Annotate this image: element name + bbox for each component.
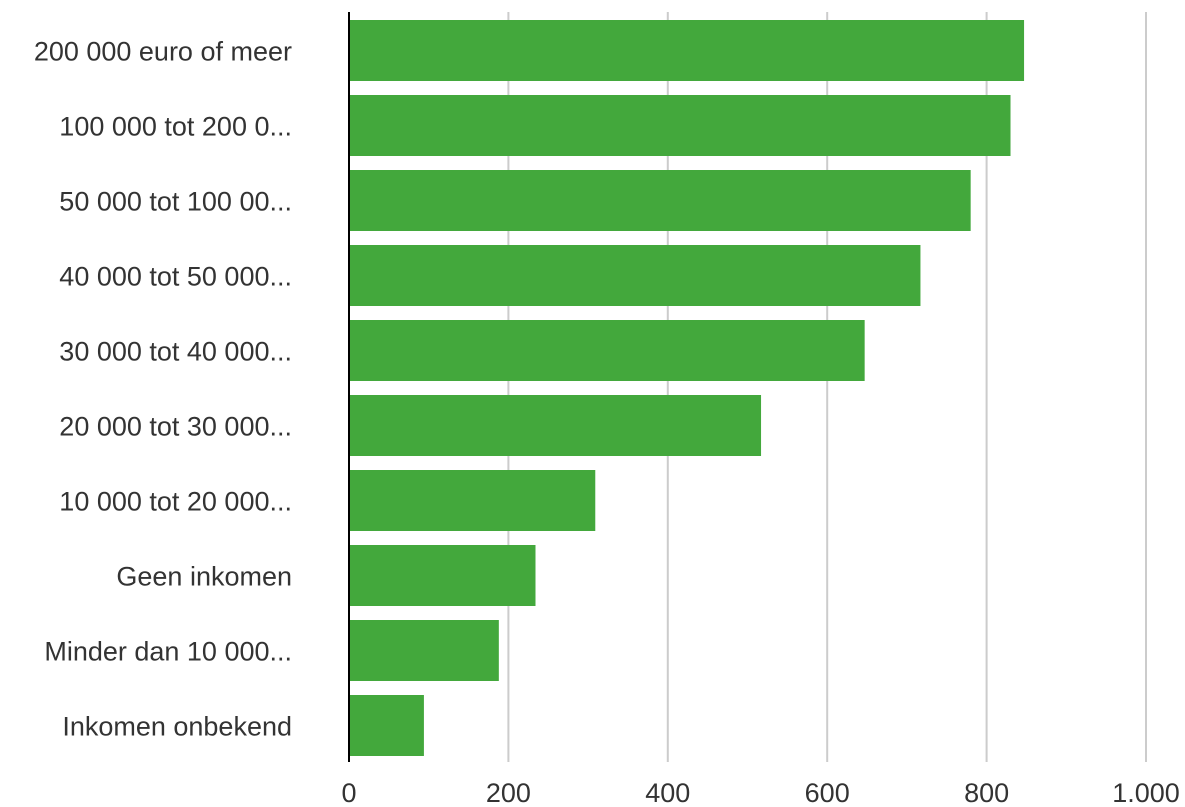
category-label: Minder dan 10 000... bbox=[44, 637, 292, 667]
bar bbox=[349, 395, 762, 456]
bar bbox=[349, 620, 499, 681]
x-tick-label: 1.000 bbox=[1112, 778, 1180, 807]
category-label: 200 000 euro of meer bbox=[34, 37, 292, 67]
bar bbox=[349, 545, 536, 606]
bar bbox=[349, 245, 921, 306]
bar bbox=[349, 20, 1025, 81]
category-label: 20 000 tot 30 000... bbox=[59, 412, 292, 442]
category-label: Inkomen onbekend bbox=[62, 712, 292, 742]
bar bbox=[349, 470, 596, 531]
category-label: Geen inkomen bbox=[116, 562, 292, 592]
bar bbox=[349, 320, 865, 381]
bar bbox=[349, 695, 424, 756]
x-tick-label: 400 bbox=[645, 778, 690, 807]
category-label: 100 000 tot 200 0... bbox=[59, 112, 292, 142]
category-label: 50 000 tot 100 00... bbox=[59, 187, 292, 217]
category-label: 40 000 tot 50 000... bbox=[59, 262, 292, 292]
x-tick-label: 200 bbox=[486, 778, 531, 807]
x-tick-label: 800 bbox=[964, 778, 1009, 807]
x-tick-label: 0 bbox=[341, 778, 356, 807]
x-axis-ticks: 0 200 400 600 800 1.000 bbox=[341, 778, 1179, 807]
category-label: 10 000 tot 20 000... bbox=[59, 487, 292, 517]
category-label: 30 000 tot 40 000... bbox=[59, 337, 292, 367]
bar bbox=[349, 95, 1011, 156]
x-tick-label: 600 bbox=[805, 778, 850, 807]
category-labels: 200 000 euro of meer 100 000 tot 200 0...… bbox=[34, 37, 292, 742]
bar bbox=[349, 170, 971, 231]
bars bbox=[349, 20, 1025, 756]
